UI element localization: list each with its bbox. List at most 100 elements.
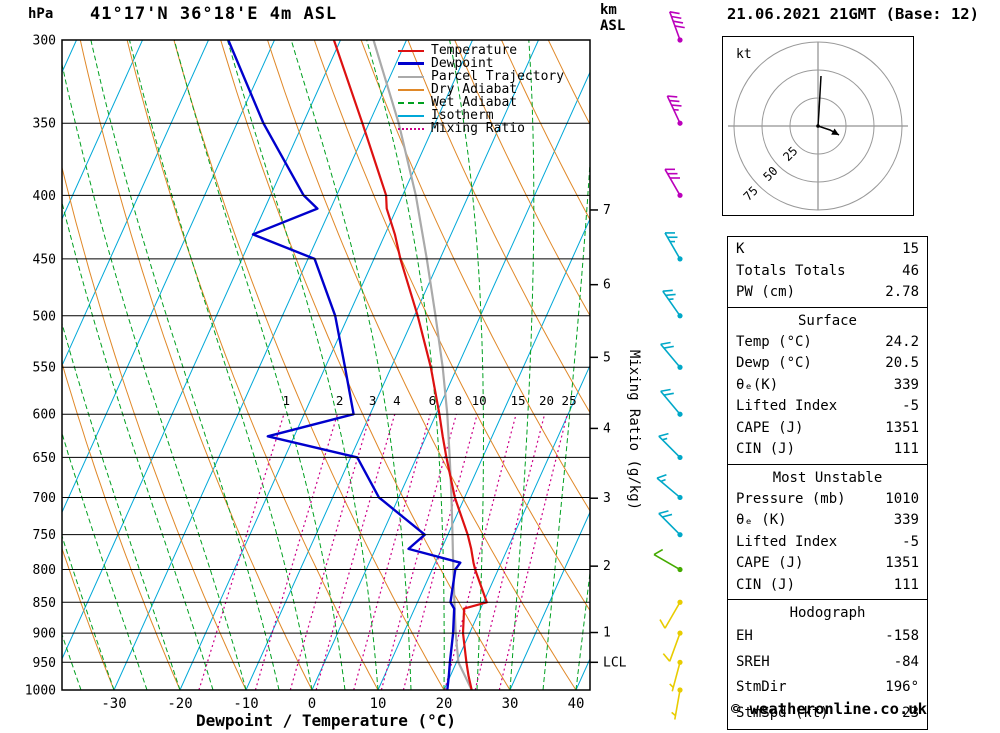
svg-text:450: 450 <box>33 252 56 267</box>
legend-item-wet-adiabat: Wet Adiabat <box>398 95 564 110</box>
stat-value: 339 <box>893 376 919 393</box>
stat-row-surface-cin: CIN (J) 111 <box>728 439 927 461</box>
svg-text:25: 25 <box>780 144 800 164</box>
legend-item-temperature: Temperature <box>398 43 564 58</box>
height-axis: 1 2 3 4 5 6 7 LCL <box>590 203 627 670</box>
stat-value: 20.5 <box>885 355 919 371</box>
wind-barbs <box>653 11 685 720</box>
svg-text:2: 2 <box>336 393 344 408</box>
dewpoint-curve <box>227 40 462 690</box>
plot-border <box>61 39 591 691</box>
legend-item-dewpoint: Dewpoint <box>398 56 564 71</box>
legend-item-isotherm: Isotherm <box>398 108 564 123</box>
stat-value: 23 <box>902 704 919 721</box>
stat-value: -5 <box>902 533 919 550</box>
height-axis-unit: km ASL <box>600 2 625 34</box>
svg-text:15: 15 <box>510 393 525 408</box>
stat-row-sreh: SREH -84 <box>728 650 927 676</box>
hodograph-stats-title: Hodograph <box>789 605 866 621</box>
mixing-ratio-lines: 1 2 3 4 6 8 10 15 20 25 <box>198 393 577 690</box>
parcel-line-swatch <box>398 75 424 78</box>
svg-text:1000: 1000 <box>25 684 56 699</box>
svg-text:750: 750 <box>33 528 56 543</box>
svg-text:10: 10 <box>370 696 387 712</box>
legend-label: Temperature <box>431 43 518 58</box>
svg-text:6: 6 <box>429 393 437 408</box>
stat-label: StmSpd (kt) <box>736 704 829 721</box>
copyright-link[interactable]: © weatheronline.co.uk <box>731 700 927 718</box>
parcel-trajectory-curve <box>372 40 473 690</box>
svg-text:650: 650 <box>33 451 56 466</box>
dewpoint-line-swatch <box>398 62 424 65</box>
stat-row-mu-cin: CIN (J) 111 <box>728 575 927 597</box>
stat-row-surface-thetae: θₑ(K) 339 <box>728 375 927 397</box>
svg-text:700: 700 <box>33 491 56 506</box>
surface-box: Surface Temp (°C) 24.2 Dewp (°C) 20.5 θₑ… <box>727 307 928 465</box>
stat-label: Totals Totals <box>736 262 846 279</box>
svg-text:550: 550 <box>33 361 56 376</box>
indices-panel: K 15 Totals Totals 46 PW (cm) 2.78 Surfa… <box>727 236 928 730</box>
stat-value: 1351 <box>885 419 919 436</box>
svg-text:850: 850 <box>33 596 56 611</box>
svg-text:-20: -20 <box>167 696 192 712</box>
station-title: 41°17'N 36°18'E 4m ASL <box>90 4 338 24</box>
svg-text:350: 350 <box>33 117 56 132</box>
stat-row-surface-li: Lifted Index -5 <box>728 396 927 418</box>
isotherms <box>62 40 590 690</box>
stat-label: CAPE (J) <box>736 555 804 571</box>
svg-text:400: 400 <box>33 189 56 204</box>
svg-text:1: 1 <box>603 626 611 641</box>
legend-label: Wet Adiabat <box>431 95 518 110</box>
svg-text:40: 40 <box>568 696 585 712</box>
legend-item-mixing-ratio: Mixing Ratio <box>398 121 564 136</box>
stat-value: 196° <box>885 679 919 695</box>
stat-row-mu-li: Lifted Index -5 <box>728 532 927 554</box>
stat-label: K <box>736 241 745 257</box>
svg-text:50: 50 <box>761 164 781 184</box>
stat-row-k: K 15 <box>728 239 927 261</box>
stat-label: Temp (°C) <box>736 333 812 350</box>
stat-row-mu-cape: CAPE (J) 1351 <box>728 553 927 575</box>
svg-text:800: 800 <box>33 563 56 578</box>
hodograph-border <box>722 36 914 216</box>
stat-value: 111 <box>893 576 919 593</box>
stat-label: PW (cm) <box>736 284 796 300</box>
temperature-line-swatch <box>398 49 424 52</box>
stat-row-stmspd: StmSpd (kt) 23 <box>728 701 927 727</box>
svg-text:3: 3 <box>369 393 377 408</box>
svg-text:600: 600 <box>33 408 56 423</box>
stat-row-surface-dewp: Dewp (°C) 20.5 <box>728 353 927 375</box>
skewt-chart: 1 2 3 4 6 8 10 15 20 2530035040045050055060065070… <box>25 11 685 730</box>
svg-text:LCL: LCL <box>603 655 627 670</box>
legend-label: Parcel Trajectory <box>431 69 565 84</box>
stat-row-totals-totals: Totals Totals 46 <box>728 261 927 283</box>
svg-text:-30: -30 <box>101 696 126 712</box>
chart-legend: Temperature Dewpoint Parcel Trajectory D… <box>398 43 565 136</box>
svg-text:30: 30 <box>502 696 519 712</box>
plot-area: 1 2 3 4 6 8 10 15 20 25 <box>62 40 590 690</box>
surface-title: Surface <box>797 312 857 329</box>
isotherm-line-swatch <box>398 114 424 117</box>
svg-text:75: 75 <box>741 184 761 204</box>
stat-value: -5 <box>902 398 919 414</box>
wet-adiabat-line-swatch <box>398 101 424 104</box>
stat-value: -158 <box>885 628 919 644</box>
svg-text:4: 4 <box>603 421 611 436</box>
stat-row-stmdir: StmDir 196° <box>728 675 927 701</box>
stat-label: CIN (J) <box>736 576 796 593</box>
stat-value: 111 <box>893 441 919 457</box>
svg-text:kt: kt <box>736 47 752 62</box>
svg-text:300: 300 <box>33 34 56 49</box>
stat-label: θₑ(K) <box>736 376 779 393</box>
svg-text:20: 20 <box>436 696 453 712</box>
stat-row-mu-thetae: θₑ (K) 339 <box>728 510 927 532</box>
stat-row-mu-pressure: Pressure (mb) 1010 <box>728 489 927 511</box>
svg-text:6: 6 <box>603 278 611 293</box>
stat-value: 24.2 <box>885 333 919 350</box>
legend-label: Dry Adiabat <box>431 82 518 97</box>
svg-text:-10: -10 <box>233 696 258 712</box>
mixing-ratio-line-swatch <box>398 127 424 130</box>
stat-value: 46 <box>902 262 919 279</box>
